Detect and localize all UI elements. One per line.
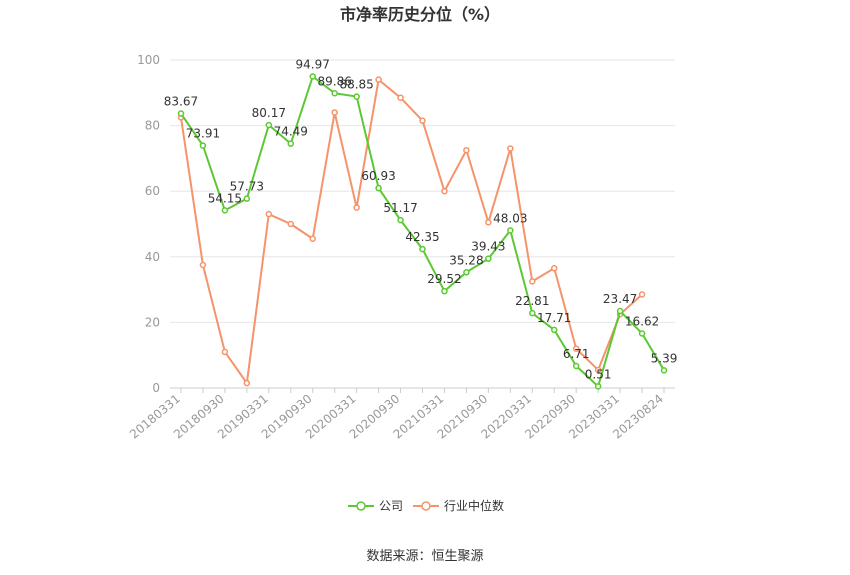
data-label: 39.43 [471, 240, 505, 254]
data-point [375, 76, 382, 83]
legend[interactable]: 公司 行业中位数 [348, 498, 504, 513]
data-point [594, 366, 602, 374]
data-label: 5.39 [651, 351, 678, 365]
data-point [177, 110, 185, 117]
y-tick-label: 60 [145, 184, 160, 198]
data-point [221, 207, 229, 214]
data-point [287, 220, 295, 228]
data-label: 88.85 [339, 78, 373, 92]
data-point [265, 121, 273, 129]
data-point [287, 140, 295, 147]
y-tick-label: 40 [145, 250, 160, 264]
data-label: 22.81 [515, 294, 549, 308]
data-label: 83.67 [164, 95, 198, 109]
y-axis: 0 20 40 60 80 100 [137, 53, 160, 395]
data-point [309, 73, 316, 80]
data-point [243, 195, 251, 202]
data-point [419, 245, 426, 253]
data-point [485, 255, 492, 262]
data-point [463, 146, 470, 154]
data-point [507, 145, 514, 152]
data-point [638, 330, 646, 337]
series-layer [177, 73, 668, 390]
legend-label: 公司 [379, 499, 403, 513]
data-label: 60.93 [361, 169, 395, 183]
data-label: 16.62 [625, 314, 659, 328]
data-label: 42.35 [405, 230, 439, 244]
data-label: 89.86 [317, 74, 351, 88]
data-label: 17.71 [537, 311, 571, 325]
data-point [485, 219, 492, 226]
legend-marker [356, 501, 366, 511]
data-label: 29.52 [427, 272, 461, 286]
y-tick-label: 20 [145, 315, 160, 329]
data-point [550, 326, 558, 334]
data-point [353, 204, 360, 211]
data-label: 6.71 [563, 347, 590, 361]
data-point [331, 109, 338, 116]
data-label: 94.97 [296, 57, 330, 71]
data-label: 0.51 [585, 367, 612, 381]
data-point [331, 90, 338, 97]
legend-item-1[interactable]: 行业中位数 [413, 498, 504, 513]
data-label: 51.17 [383, 201, 417, 215]
legend-marker [421, 501, 431, 511]
data-point [419, 117, 426, 124]
data-point [660, 367, 668, 374]
data-point [441, 287, 448, 295]
data-point [594, 383, 602, 390]
source-note: 数据来源：恒生聚源 [366, 549, 483, 564]
chart-title: 市净率历史分位（%） [340, 5, 500, 24]
data-label: 57.73 [230, 180, 264, 194]
data-point [397, 94, 404, 101]
data-label: 74.49 [274, 125, 308, 139]
data-point [638, 291, 646, 298]
series-line-1 [179, 78, 643, 385]
data-label: 80.17 [252, 106, 286, 120]
data-label: 54.15 [208, 191, 242, 205]
data-point [353, 93, 360, 100]
y-tick-label: 80 [145, 119, 160, 133]
y-tick-label: 100 [137, 53, 160, 67]
data-point [529, 309, 536, 317]
data-label: 35.28 [449, 253, 483, 267]
data-point [507, 227, 514, 234]
data-point [572, 362, 580, 370]
grid [170, 59, 675, 323]
data-label: 23.47 [603, 292, 637, 306]
data-point [265, 210, 273, 218]
data-point [309, 235, 316, 243]
data-label: 73.91 [186, 127, 220, 141]
data-point [550, 265, 558, 272]
data-point [572, 345, 580, 352]
data-point [616, 307, 624, 315]
data-point [243, 379, 251, 387]
data-point [463, 269, 470, 276]
x-axis: 2018033120180930201903312019093020200331… [127, 387, 675, 442]
data-point [441, 187, 448, 195]
data-point [199, 142, 207, 149]
legend-label: 行业中位数 [444, 498, 504, 513]
data-point [221, 348, 229, 356]
data-point [529, 278, 536, 285]
data-label: 48.03 [493, 211, 527, 225]
data-point [199, 261, 207, 269]
y-tick-label: 0 [152, 381, 160, 395]
data-point [397, 216, 404, 224]
legend-item-0[interactable]: 公司 [348, 499, 403, 513]
data-point [375, 184, 382, 192]
